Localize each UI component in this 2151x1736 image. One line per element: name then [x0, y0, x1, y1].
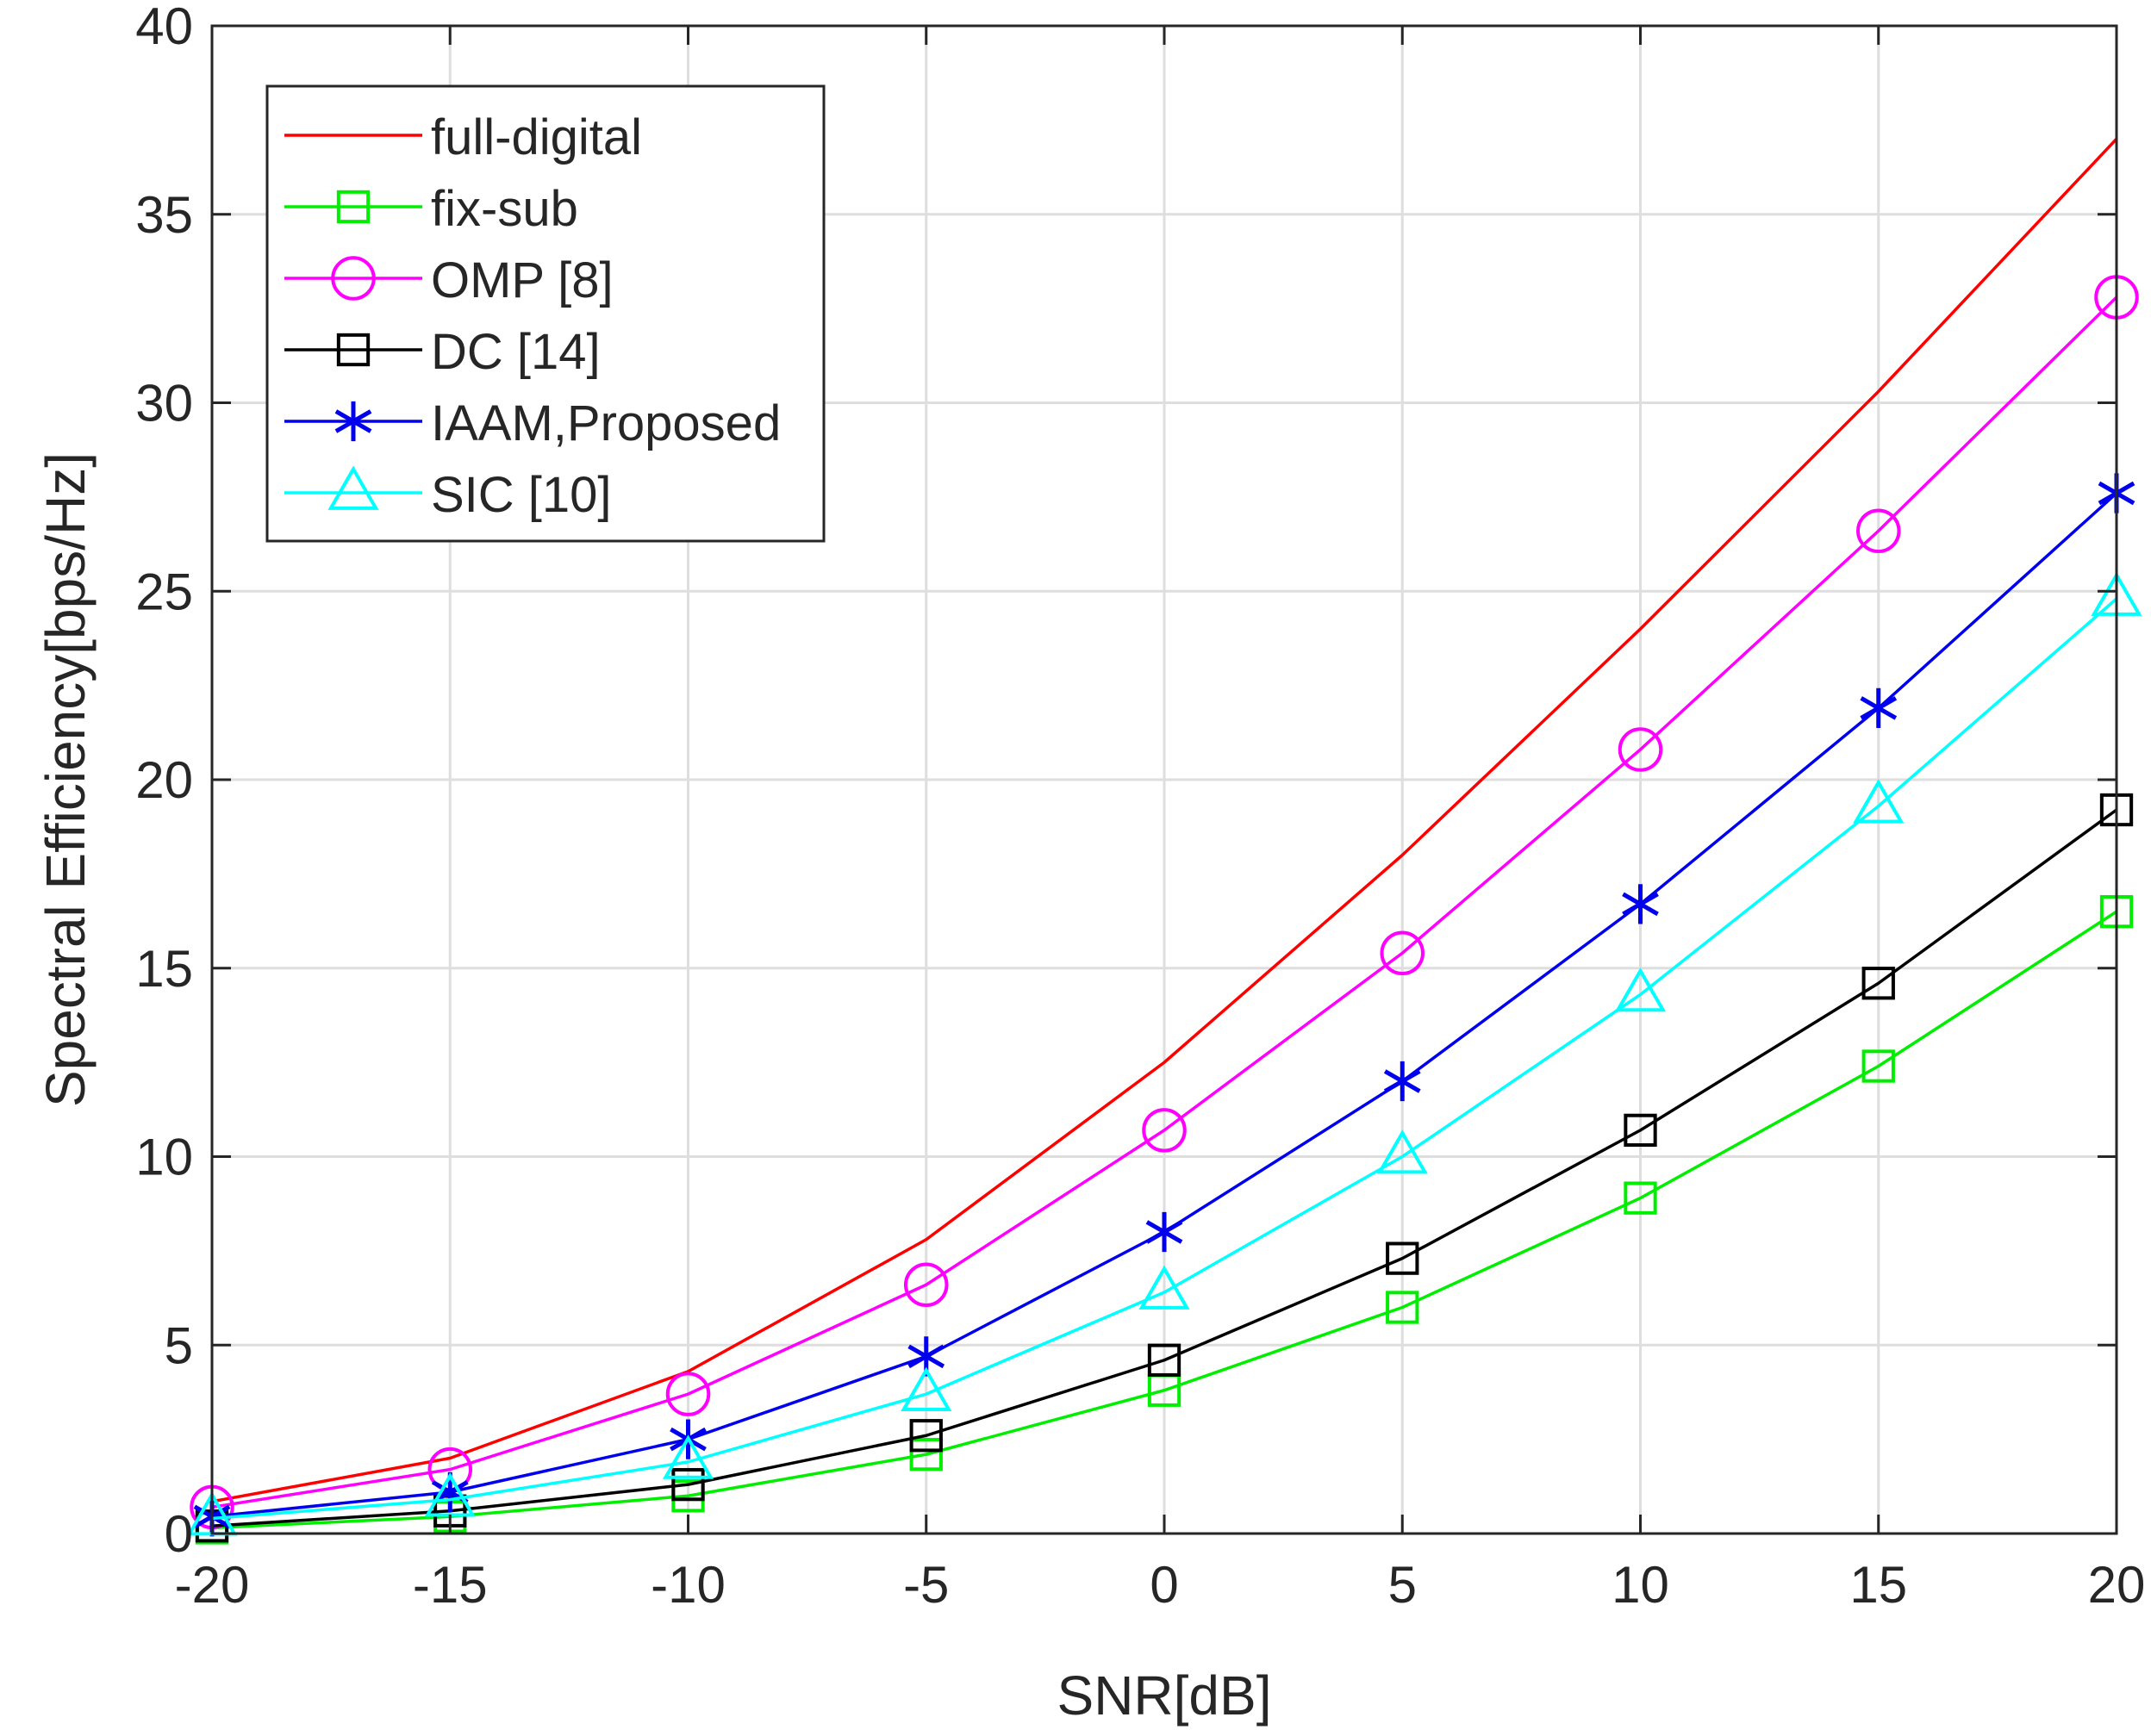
axis-ticks	[210, 24, 2118, 1535]
data-point-sic-10	[1614, 967, 1667, 1012]
legend-marker	[336, 190, 371, 224]
y-tick-label: 20	[135, 751, 193, 809]
data-point-omp-8	[1855, 508, 1901, 554]
legend-entry-full-digital: full-digital	[284, 109, 642, 165]
x-tick-label: -5	[903, 1556, 949, 1614]
series-line-omp-8	[211, 296, 2118, 1509]
x-tick-label: 10	[1612, 1556, 1669, 1614]
series-layer	[186, 138, 2142, 1545]
legend-label: OMP [8]	[431, 252, 614, 308]
y-tick-label: 35	[135, 186, 193, 244]
x-tick-label: 0	[1150, 1556, 1178, 1614]
legend-label: full-digital	[431, 109, 642, 165]
data-point-iaam-proposed	[1145, 1211, 1183, 1253]
series-line-fix-sub	[211, 910, 2117, 1530]
data-point-sic-10	[1853, 779, 1905, 824]
y-tick-label: 30	[135, 375, 193, 432]
data-point-sic-10	[662, 1434, 714, 1479]
data-point-dc-14	[1861, 967, 1895, 1000]
data-point-iaam-proposed	[1860, 688, 1898, 728]
data-point-fix-sub	[1386, 1291, 1419, 1324]
x-tick-label: -20	[175, 1556, 250, 1614]
legend-label: SIC [10]	[431, 467, 612, 523]
data-point-sic-10	[1138, 1265, 1190, 1310]
series-full-digital	[211, 138, 2118, 1503]
y-tick-label: 15	[135, 940, 193, 998]
x-tick-label: 15	[1849, 1556, 1907, 1614]
data-point-dc-14	[1386, 1241, 1419, 1275]
x-tick-label: -10	[651, 1556, 726, 1614]
data-point-dc-14	[909, 1419, 943, 1453]
data-point-dc-14	[671, 1467, 705, 1502]
legend-label: fix-sub	[431, 181, 578, 237]
y-tick-label: 25	[135, 563, 193, 620]
legend-marker	[334, 401, 372, 442]
series-line-full-digital	[211, 138, 2118, 1503]
data-point-omp-8	[1380, 930, 1425, 976]
data-point-fix-sub	[909, 1437, 943, 1472]
data-point-dc-14	[1624, 1113, 1657, 1148]
data-point-omp-8	[1618, 727, 1663, 772]
legend-entry-iaam-proposed: IAAM,Proposed	[284, 395, 781, 451]
legend-label: IAAM,Proposed	[431, 395, 781, 451]
series-line-dc-14	[211, 808, 2118, 1528]
legend-marker	[327, 465, 379, 510]
data-point-fix-sub	[1624, 1181, 1657, 1215]
y-tick-label: 5	[165, 1316, 193, 1374]
data-point-dc-14	[1147, 1343, 1181, 1377]
y-tick-label: 40	[135, 0, 193, 55]
legend-marker	[331, 256, 376, 301]
legend-entry-fix-sub: fix-sub	[284, 181, 578, 237]
legend-box	[265, 84, 826, 543]
x-tick-label: 5	[1388, 1556, 1417, 1614]
data-point-fix-sub	[1861, 1049, 1895, 1083]
x-axis-label: SNR[dB]	[1057, 1664, 1272, 1727]
data-point-sic-10	[901, 1366, 952, 1411]
legend: full-digital fix-sub OMP [8] DC [14] IAAM,Pr…	[265, 84, 826, 543]
data-point-sic-10	[1376, 1129, 1428, 1174]
data-point-omp-8	[1142, 1108, 1187, 1153]
legend-label: DC [14]	[431, 324, 601, 380]
x-tick-label: 20	[2088, 1556, 2146, 1614]
data-point-omp-8	[665, 1372, 711, 1416]
y-tick-label: 0	[165, 1505, 193, 1563]
legend-entry-dc-14: DC [14]	[284, 324, 601, 380]
legend-entry-sic-10: SIC [10]	[284, 465, 612, 523]
data-point-iaam-proposed	[1622, 884, 1659, 924]
data-point-omp-8	[903, 1262, 949, 1308]
tick-labels: -20 -15 -10 -5 0 5 10 15 20 0 5 10 15 20 25 30 35 40	[135, 0, 2145, 1614]
data-point-iaam-proposed	[1383, 1061, 1421, 1102]
x-tick-label: -15	[413, 1556, 488, 1614]
series-dc-14	[195, 793, 2134, 1543]
legend-marker	[336, 333, 371, 367]
series-line-sic-10	[211, 597, 2118, 1521]
legend-entry-omp-8: OMP [8]	[284, 252, 614, 308]
y-tick-label: 10	[135, 1129, 193, 1186]
y-axis-label: Spectral Efficiency[bps/Hz]	[34, 452, 97, 1107]
